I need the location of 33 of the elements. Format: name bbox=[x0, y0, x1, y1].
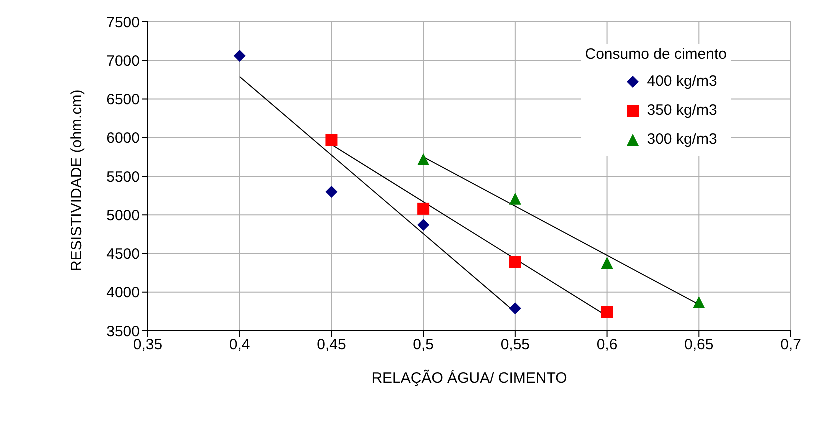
y-tick-label: 7000 bbox=[106, 52, 140, 70]
point bbox=[509, 192, 522, 205]
point bbox=[601, 257, 614, 270]
y-tick-label: 5000 bbox=[106, 207, 140, 224]
legend-label: 400 kg/m3 bbox=[647, 73, 718, 90]
point bbox=[509, 256, 522, 268]
y-tick-label: 6500 bbox=[106, 92, 140, 109]
legend-label: 350 kg/m3 bbox=[647, 102, 718, 119]
y-axis-title: RESISTIVIDADE (ohm.cm) bbox=[68, 90, 86, 272]
y-tick-label: 6000 bbox=[106, 130, 140, 148]
point bbox=[326, 134, 338, 146]
point bbox=[509, 302, 522, 315]
x-tick-label: 0,6 bbox=[596, 336, 618, 354]
point bbox=[418, 202, 430, 215]
legend-label: 300 kg/m3 bbox=[647, 131, 718, 148]
point bbox=[326, 186, 338, 198]
x-tick-label: 0,65 bbox=[684, 336, 714, 354]
point bbox=[693, 296, 706, 308]
point bbox=[234, 50, 246, 62]
x-tick-label: 0,5 bbox=[413, 336, 434, 354]
legend-title: Consumo de cimento bbox=[585, 46, 727, 63]
point bbox=[418, 154, 430, 166]
point bbox=[418, 219, 430, 232]
x-tick-label: 0,4 bbox=[229, 336, 250, 354]
x-axis-title: RELAÇÃO ÁGUA/ CIMENTO bbox=[372, 369, 568, 387]
x-tick-label: 0,55 bbox=[500, 336, 530, 354]
x-tick-label: 0,45 bbox=[317, 336, 346, 354]
y-tick-label: 5500 bbox=[106, 168, 140, 186]
x-tick-label: 0,7 bbox=[780, 336, 802, 354]
y-tick-label: 4500 bbox=[106, 246, 140, 264]
point bbox=[601, 306, 614, 318]
y-tick-label: 7500 bbox=[106, 14, 140, 32]
y-tick-label: 4000 bbox=[106, 284, 140, 302]
